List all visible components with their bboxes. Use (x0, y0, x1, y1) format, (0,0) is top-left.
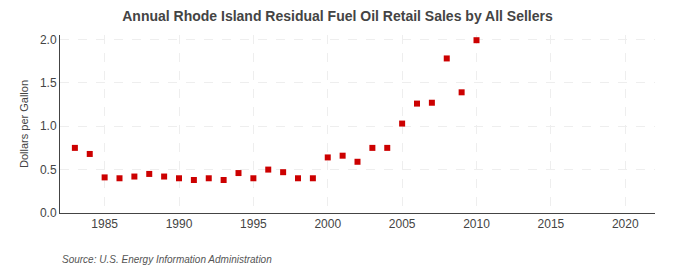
svg-text:0.5: 0.5 (40, 163, 57, 177)
svg-text:1990: 1990 (166, 217, 193, 231)
svg-text:2000: 2000 (314, 217, 341, 231)
svg-text:2020: 2020 (612, 217, 639, 231)
svg-text:2005: 2005 (389, 217, 416, 231)
svg-text:2015: 2015 (538, 217, 565, 231)
svg-text:Dollars per Gallon: Dollars per Gallon (18, 80, 30, 168)
svg-text:1.5: 1.5 (40, 76, 57, 90)
svg-text:Source: U.S. Energy Informatio: Source: U.S. Energy Information Administ… (62, 254, 272, 265)
svg-text:Annual Rhode Island Residual F: Annual Rhode Island Residual Fuel Oil Re… (122, 8, 553, 24)
svg-text:2010: 2010 (463, 217, 490, 231)
svg-text:2.0: 2.0 (40, 33, 57, 47)
svg-text:1.0: 1.0 (40, 119, 57, 133)
svg-text:0.0: 0.0 (40, 206, 57, 220)
svg-text:1995: 1995 (240, 217, 267, 231)
svg-text:1985: 1985 (91, 217, 118, 231)
